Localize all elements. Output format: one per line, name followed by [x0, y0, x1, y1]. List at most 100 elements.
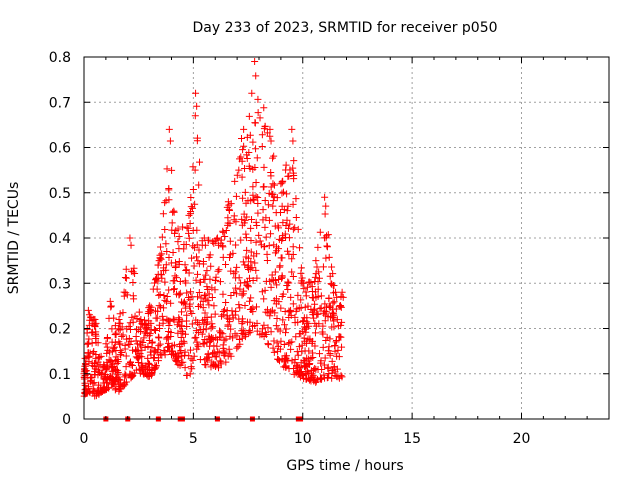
data-point: [242, 253, 250, 261]
data-point: [274, 325, 282, 333]
data-point: [246, 318, 254, 326]
data-point: [321, 210, 329, 218]
data-point: [114, 358, 122, 366]
data-point: [157, 303, 165, 311]
data-point: [214, 267, 222, 275]
data-point: [90, 348, 98, 356]
data-point: [253, 154, 261, 162]
data-point: [186, 220, 194, 228]
data-point: [267, 230, 275, 238]
data-point: [275, 276, 283, 284]
data-point: [289, 272, 297, 280]
data-point: [308, 293, 316, 301]
data-point: [269, 197, 277, 205]
data-point: [256, 237, 264, 245]
data-point: [285, 279, 293, 287]
data-point: [321, 317, 329, 325]
data-point: [213, 235, 221, 243]
data-point: [321, 307, 329, 315]
data-point: [292, 214, 300, 222]
data-point: [289, 250, 297, 258]
data-point: [247, 236, 255, 244]
data-point: [315, 320, 323, 328]
data-point: [274, 355, 282, 363]
data-point: [116, 340, 124, 348]
data-point: [194, 341, 202, 349]
data-point: [210, 239, 218, 247]
data-point: [168, 219, 176, 227]
data-point: [225, 345, 233, 353]
data-point: [189, 204, 197, 212]
data-point: [321, 193, 329, 201]
data-point: [252, 303, 260, 311]
data-point: [226, 219, 234, 227]
data-point: [235, 166, 243, 174]
data-point: [287, 293, 295, 301]
data-point: [324, 347, 332, 355]
data-point: [288, 268, 296, 276]
data-point: [92, 319, 100, 327]
data-point: [124, 340, 132, 348]
data-point: [130, 295, 138, 303]
data-point: [134, 358, 142, 366]
data-point: [241, 302, 249, 310]
data-point: [262, 308, 270, 316]
data-point: [276, 357, 284, 365]
data-point: [238, 291, 246, 299]
data-point: [161, 348, 169, 356]
data-point: [259, 216, 267, 224]
data-point: [331, 347, 339, 355]
data-point: [274, 245, 282, 253]
data-point: [198, 330, 206, 338]
data-point: [247, 248, 255, 256]
data-point: [273, 194, 281, 202]
data-point: [280, 206, 288, 214]
data-point: [301, 325, 309, 333]
data-point: [232, 241, 240, 249]
data-point: [135, 308, 143, 316]
data-point: [175, 258, 183, 266]
data-point: [178, 308, 186, 316]
data-point: [251, 259, 259, 267]
data-point: [108, 380, 116, 388]
data-point: [319, 322, 327, 330]
chart-title: Day 233 of 2023, SRMTID for receiver p05…: [192, 20, 497, 36]
data-point: [211, 310, 219, 318]
data-point: [173, 321, 181, 329]
data-point: [336, 333, 344, 341]
data-point: [238, 215, 246, 223]
data-point: [267, 137, 275, 145]
data-point: [92, 328, 100, 336]
data-point: [297, 296, 305, 304]
data-point: [251, 58, 259, 66]
data-point: [151, 279, 159, 287]
data-point: [207, 324, 215, 332]
data-point: [255, 231, 263, 239]
data-point: [186, 370, 194, 378]
data-point: [286, 308, 294, 316]
data-point: [289, 200, 297, 208]
data-point: [246, 328, 254, 336]
data-point: [215, 266, 223, 274]
data-point: [156, 340, 164, 348]
data-point: [208, 320, 216, 328]
data-point: [186, 302, 194, 310]
data-point: [325, 253, 333, 261]
data-point: [222, 358, 230, 366]
data-point: [189, 356, 197, 364]
data-point: [127, 374, 135, 382]
data-point: [266, 125, 274, 133]
data-point: [189, 185, 197, 193]
data-point: [161, 199, 169, 207]
data-point: [205, 290, 213, 298]
data-point: [328, 369, 336, 377]
data-point: [179, 358, 187, 366]
data-point: [302, 370, 310, 378]
data-point: [332, 288, 340, 296]
data-point: [164, 339, 172, 347]
data-point: [226, 237, 234, 245]
data-point: [326, 351, 334, 359]
data-point: [152, 326, 160, 334]
data-point: [337, 333, 345, 341]
data-point: [312, 257, 320, 265]
